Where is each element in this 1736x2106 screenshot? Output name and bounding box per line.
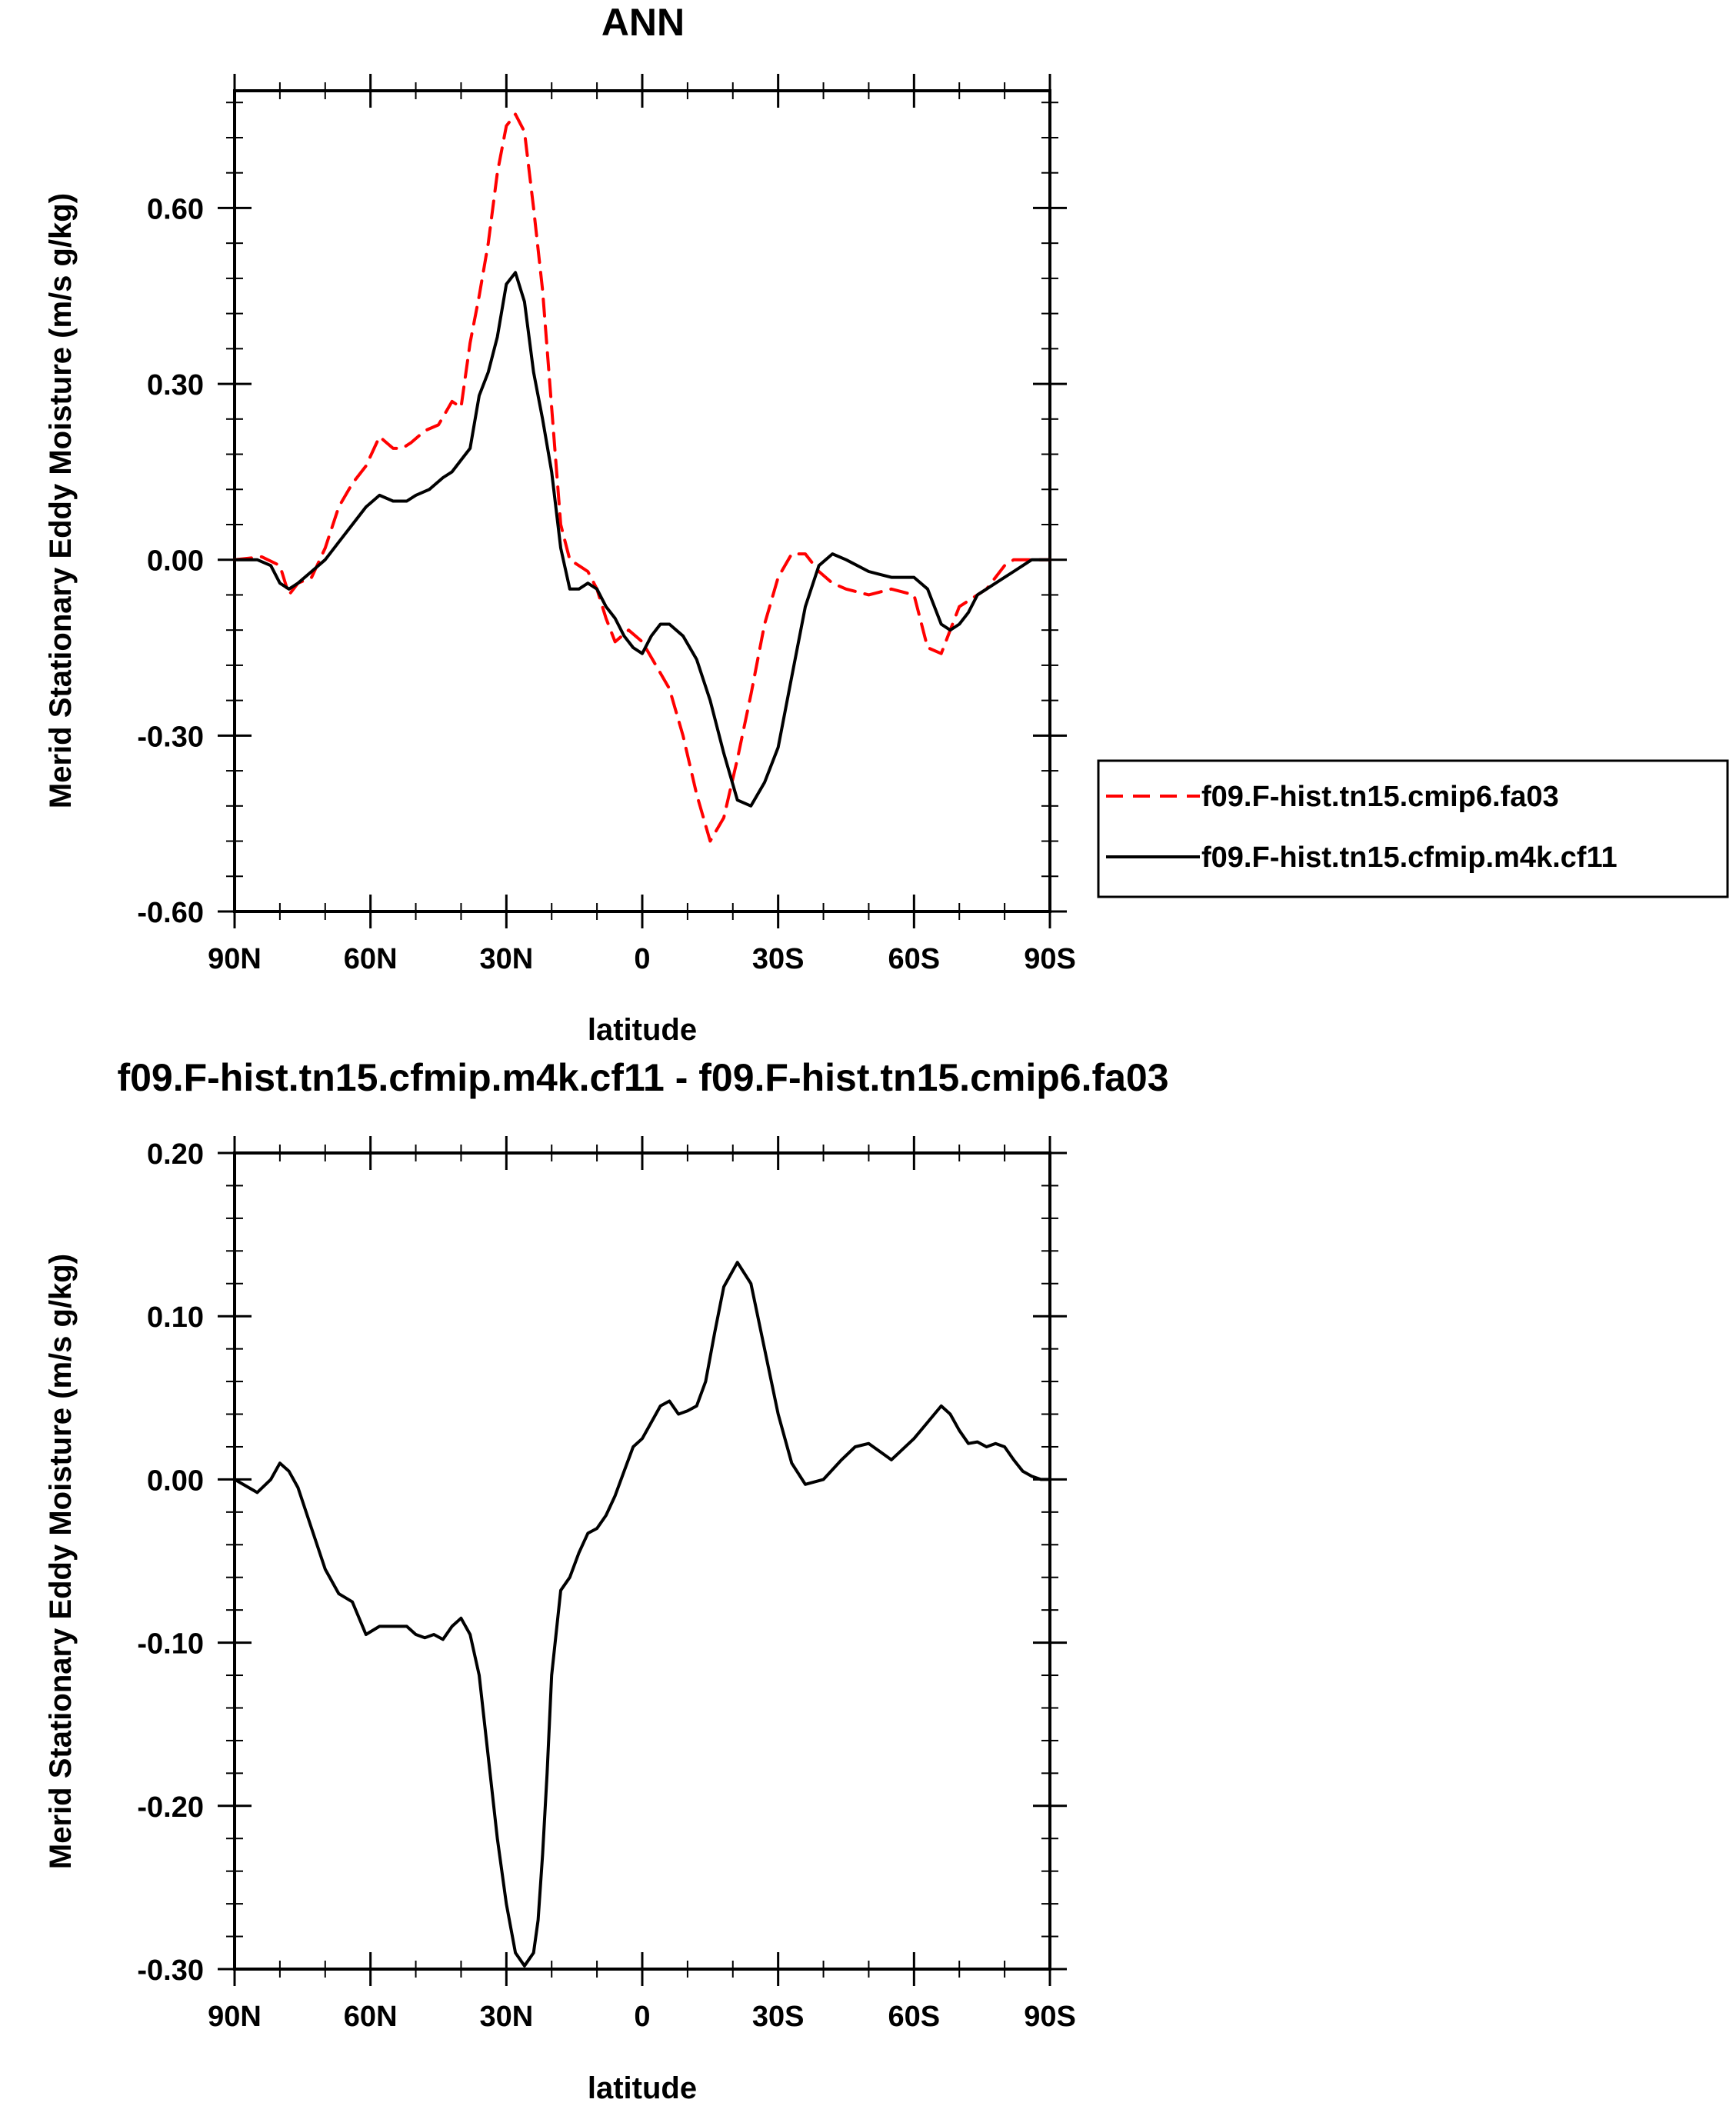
panel2-series — [233, 1261, 1051, 1968]
x-tick-label: 90N — [208, 2001, 262, 2033]
legend-entry-series-2: f09.F-hist.tn15.cfmip.m4k.cf11 — [1201, 841, 1618, 874]
series-line-2 — [233, 271, 1051, 808]
x-tick-label: 30N — [479, 943, 533, 975]
panel1-legend: f09.F-hist.tn15.cmip6.fa03 f09.F-hist.tn… — [1097, 759, 1729, 898]
panel2-x-axis-label: latitude — [588, 2071, 697, 2105]
y-tick-label: 0.30 — [147, 369, 204, 402]
panel2-ticks: 90N 60N 30N 0 30S 60S 90S -0.30 -0.20 -0.10 0.00 0.… — [137, 1136, 1076, 2033]
x-tick-label: 60S — [888, 943, 941, 975]
panel1-ticks: 90N 60N 30N 0 30S 60S 90S -0.60 -0.30 0.00 0.30 0.6… — [137, 74, 1076, 975]
annual-mean-panel: ANN 90N 60N 30N 0 30S 60S 90S -0.60 -0.30 0.00 0.3… — [44, 1, 1729, 1047]
y-tick-label: 0.00 — [147, 545, 204, 578]
x-tick-label: 90N — [208, 943, 262, 975]
panel2-title: f09.F-hist.tn15.cfmip.m4k.cf11 - f09.F-h… — [117, 1056, 1168, 1099]
panel2-y-axis-label: Merid Stationary Eddy Moisture (m/s g/kg… — [44, 1254, 78, 1869]
panel1-series — [233, 112, 1051, 843]
y-tick-label: 0.60 — [147, 193, 204, 225]
y-tick-label: -0.10 — [137, 1628, 204, 1661]
panel1-x-axis-label: latitude — [588, 1013, 697, 1047]
x-tick-label: 60N — [344, 2001, 398, 2033]
panel1-title: ANN — [601, 1, 685, 44]
y-tick-label: 0.00 — [147, 1465, 204, 1497]
x-tick-label: 60N — [344, 943, 398, 975]
legend-box — [1097, 759, 1729, 898]
x-tick-label: 30S — [752, 943, 805, 975]
y-tick-label: 0.20 — [147, 1138, 204, 1171]
x-tick-label: 60S — [888, 2001, 941, 2033]
y-tick-label: -0.30 — [137, 1954, 204, 1987]
x-tick-label: 90S — [1024, 2001, 1076, 2033]
x-tick-label: 30S — [752, 2001, 805, 2033]
legend-entry-series-1: f09.F-hist.tn15.cmip6.fa03 — [1201, 781, 1559, 813]
y-tick-label: -0.60 — [137, 897, 204, 929]
x-tick-label: 0 — [634, 943, 650, 975]
x-tick-label: 30N — [479, 2001, 533, 2033]
series-line-1 — [233, 112, 1051, 843]
x-tick-label: 90S — [1024, 943, 1076, 975]
y-tick-label: 0.10 — [147, 1301, 204, 1334]
panel1-y-axis-label: Merid Stationary Eddy Moisture (m/s g/kg… — [44, 193, 78, 808]
series-line-1 — [233, 1261, 1051, 1968]
y-tick-label: -0.20 — [137, 1791, 204, 1824]
difference-panel: f09.F-hist.tn15.cfmip.m4k.cf11 - f09.F-h… — [44, 1056, 1169, 2105]
x-tick-label: 0 — [634, 2001, 650, 2033]
y-tick-label: -0.30 — [137, 721, 204, 753]
